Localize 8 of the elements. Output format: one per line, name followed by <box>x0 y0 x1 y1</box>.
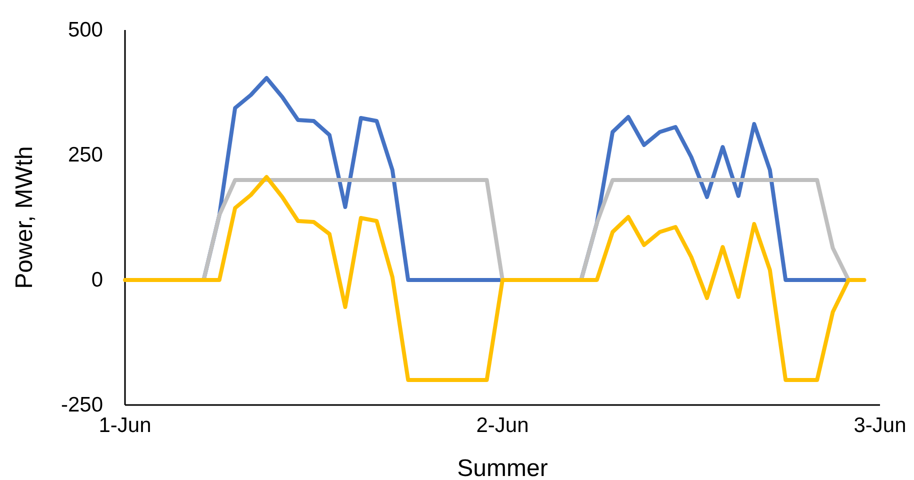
y-tick-label: 250 <box>68 144 103 167</box>
y-axis-title: Power, MWth <box>11 146 38 289</box>
x-axis-title: Summer <box>457 455 548 480</box>
y-tick-label: 500 <box>68 18 103 42</box>
x-tick-label: 3-Jun <box>854 414 906 437</box>
line-series <box>123 175 866 382</box>
y-tick-label: 0 <box>91 268 103 292</box>
x-tick-label: 2-Jun <box>476 414 529 437</box>
